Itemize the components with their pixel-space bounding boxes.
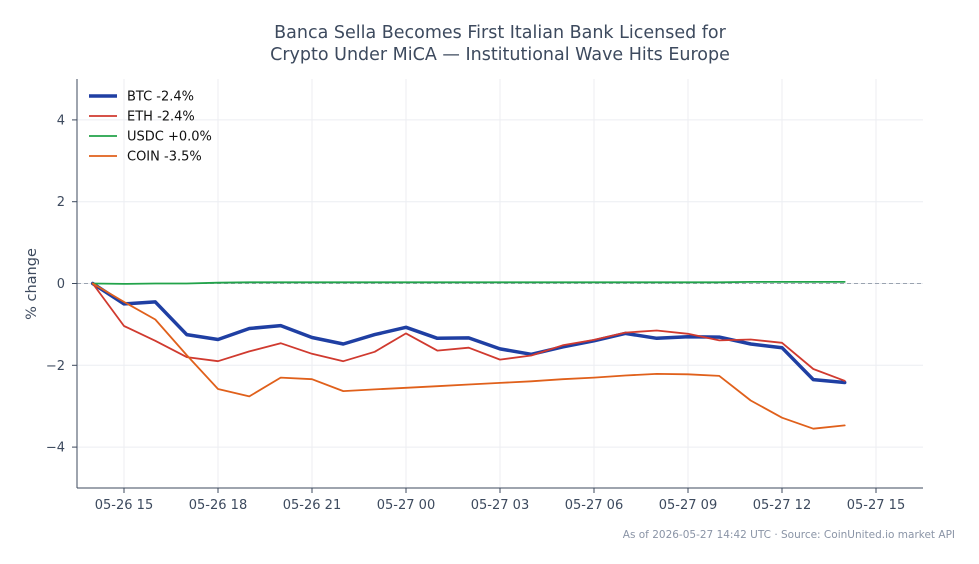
- y-tick-label: 0: [57, 277, 65, 292]
- y-tick-label: 4: [57, 113, 65, 128]
- x-tick-label: 05-27 06: [565, 498, 623, 513]
- y-ticks: 4 2 0 −2 −4: [46, 113, 77, 456]
- y-tick-label: −4: [46, 441, 65, 456]
- legend-label-eth: ETH -2.4%: [127, 110, 195, 125]
- x-tick-label: 05-26 18: [189, 498, 247, 513]
- y-tick-label: 2: [57, 195, 65, 210]
- series-line-usdc: [91, 280, 846, 285]
- legend: BTC -2.4% ETH -2.4% USDC +0.0% COIN -3.5%: [89, 90, 212, 165]
- x-tick-label: 05-27 00: [377, 498, 435, 513]
- y-axis-label: % change: [24, 248, 40, 320]
- series-line-eth: [91, 282, 846, 382]
- x-tick-label: 05-27 12: [753, 498, 811, 513]
- legend-label-coin: COIN -3.5%: [127, 150, 202, 165]
- x-tick-label: 05-27 15: [847, 498, 905, 513]
- series-line-btc: [90, 281, 847, 385]
- x-ticks: 05-26 15 05-26 18 05-26 21 05-27 00 05-27 03…: [95, 488, 905, 513]
- x-tick-label: 05-26 15: [95, 498, 153, 513]
- x-tick-label: 05-27 03: [471, 498, 529, 513]
- x-tick-label: 05-26 21: [283, 498, 341, 513]
- footer-source: As of 2026-05-27 14:42 UTC · Source: Coi…: [623, 529, 955, 541]
- x-tick-label: 05-27 09: [659, 498, 717, 513]
- y-tick-label: −2: [46, 359, 65, 374]
- chart-title-line-1: Banca Sella Becomes First Italian Bank L…: [274, 23, 726, 43]
- chart-title-line-2: Crypto Under MiCA — Institutional Wave H…: [270, 45, 730, 65]
- series-lines: [90, 280, 847, 430]
- legend-label-usdc: USDC +0.0%: [127, 130, 212, 145]
- series-line-coin: [91, 282, 846, 430]
- legend-label-btc: BTC -2.4%: [127, 90, 194, 105]
